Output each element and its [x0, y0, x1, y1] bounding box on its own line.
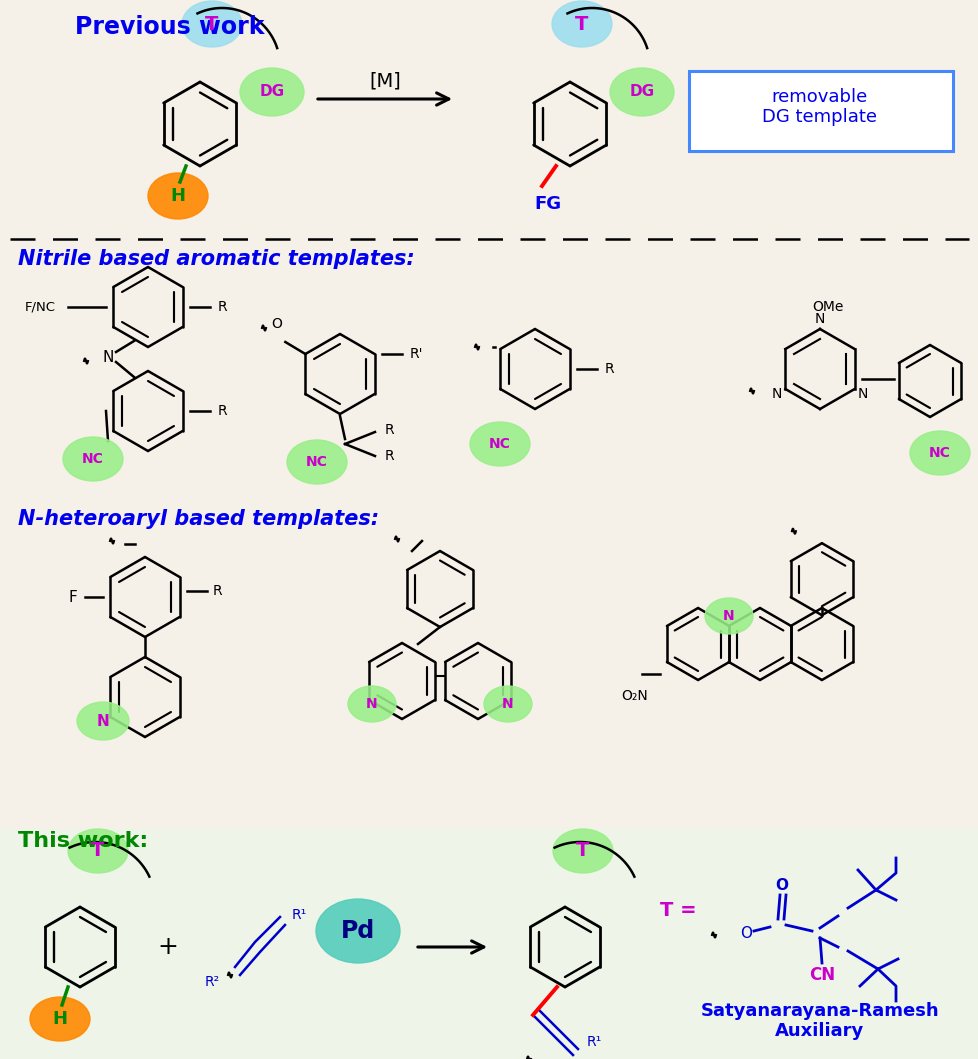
Ellipse shape [316, 899, 400, 963]
Text: T =: T = [659, 901, 696, 920]
Text: O: O [739, 926, 751, 940]
Text: R¹: R¹ [291, 908, 307, 922]
Ellipse shape [182, 1, 242, 47]
Text: N: N [97, 714, 110, 729]
Text: FG: FG [534, 195, 561, 213]
Text: OMe: OMe [812, 300, 843, 315]
Ellipse shape [148, 173, 207, 219]
Ellipse shape [552, 1, 611, 47]
Text: NC: NC [928, 446, 950, 460]
Ellipse shape [63, 437, 123, 481]
Text: +: + [157, 935, 178, 959]
Ellipse shape [347, 686, 395, 722]
Text: R: R [384, 449, 394, 463]
Text: R: R [218, 300, 228, 315]
Text: Nitrile based aromatic templates:: Nitrile based aromatic templates: [18, 249, 415, 269]
Text: H: H [53, 1010, 67, 1028]
Text: T: T [205, 15, 218, 34]
Text: N: N [103, 349, 113, 364]
Ellipse shape [240, 68, 304, 116]
Ellipse shape [30, 997, 90, 1041]
Text: R¹: R¹ [587, 1035, 601, 1049]
Text: T: T [91, 842, 105, 861]
Ellipse shape [469, 421, 529, 466]
Text: T: T [576, 842, 589, 861]
Text: This work:: This work: [18, 831, 148, 851]
Text: DG: DG [259, 85, 285, 100]
FancyBboxPatch shape [689, 71, 952, 151]
Text: N-heteroaryl based templates:: N-heteroaryl based templates: [18, 509, 378, 530]
Text: H: H [170, 187, 185, 205]
Text: NC: NC [306, 455, 328, 469]
Text: removable
DG template: removable DG template [762, 88, 876, 126]
Text: N: N [858, 387, 867, 401]
Text: R: R [384, 423, 394, 437]
Ellipse shape [553, 829, 612, 873]
Text: Previous work: Previous work [75, 15, 264, 39]
Text: NC: NC [489, 437, 511, 451]
Text: T: T [575, 15, 588, 34]
Ellipse shape [910, 431, 969, 475]
Text: DG: DG [629, 85, 654, 100]
Text: F: F [68, 590, 77, 605]
Text: R: R [218, 403, 228, 418]
Text: Pd: Pd [340, 919, 375, 943]
Ellipse shape [77, 702, 129, 740]
Ellipse shape [609, 68, 673, 116]
Text: NC: NC [82, 452, 104, 466]
Ellipse shape [287, 439, 346, 484]
Text: R': R' [410, 347, 423, 361]
Text: N: N [771, 387, 781, 401]
Text: N: N [814, 312, 824, 326]
Text: [M]: [M] [369, 72, 400, 90]
Text: O: O [271, 317, 282, 331]
Text: O₂N: O₂N [621, 689, 647, 703]
Text: N: N [723, 609, 734, 623]
Ellipse shape [483, 686, 531, 722]
Text: N: N [366, 697, 378, 711]
Text: CN: CN [808, 966, 834, 984]
Text: N: N [502, 697, 513, 711]
Ellipse shape [704, 598, 752, 634]
Text: Auxiliary: Auxiliary [775, 1022, 864, 1040]
Text: F/NC: F/NC [25, 301, 56, 313]
FancyBboxPatch shape [0, 829, 978, 1059]
Text: Satyanarayana-Ramesh: Satyanarayana-Ramesh [700, 1002, 938, 1020]
Text: R: R [604, 362, 614, 376]
Text: R²: R² [204, 975, 220, 989]
Text: O: O [775, 878, 787, 893]
Ellipse shape [67, 829, 128, 873]
Text: R: R [213, 584, 222, 598]
